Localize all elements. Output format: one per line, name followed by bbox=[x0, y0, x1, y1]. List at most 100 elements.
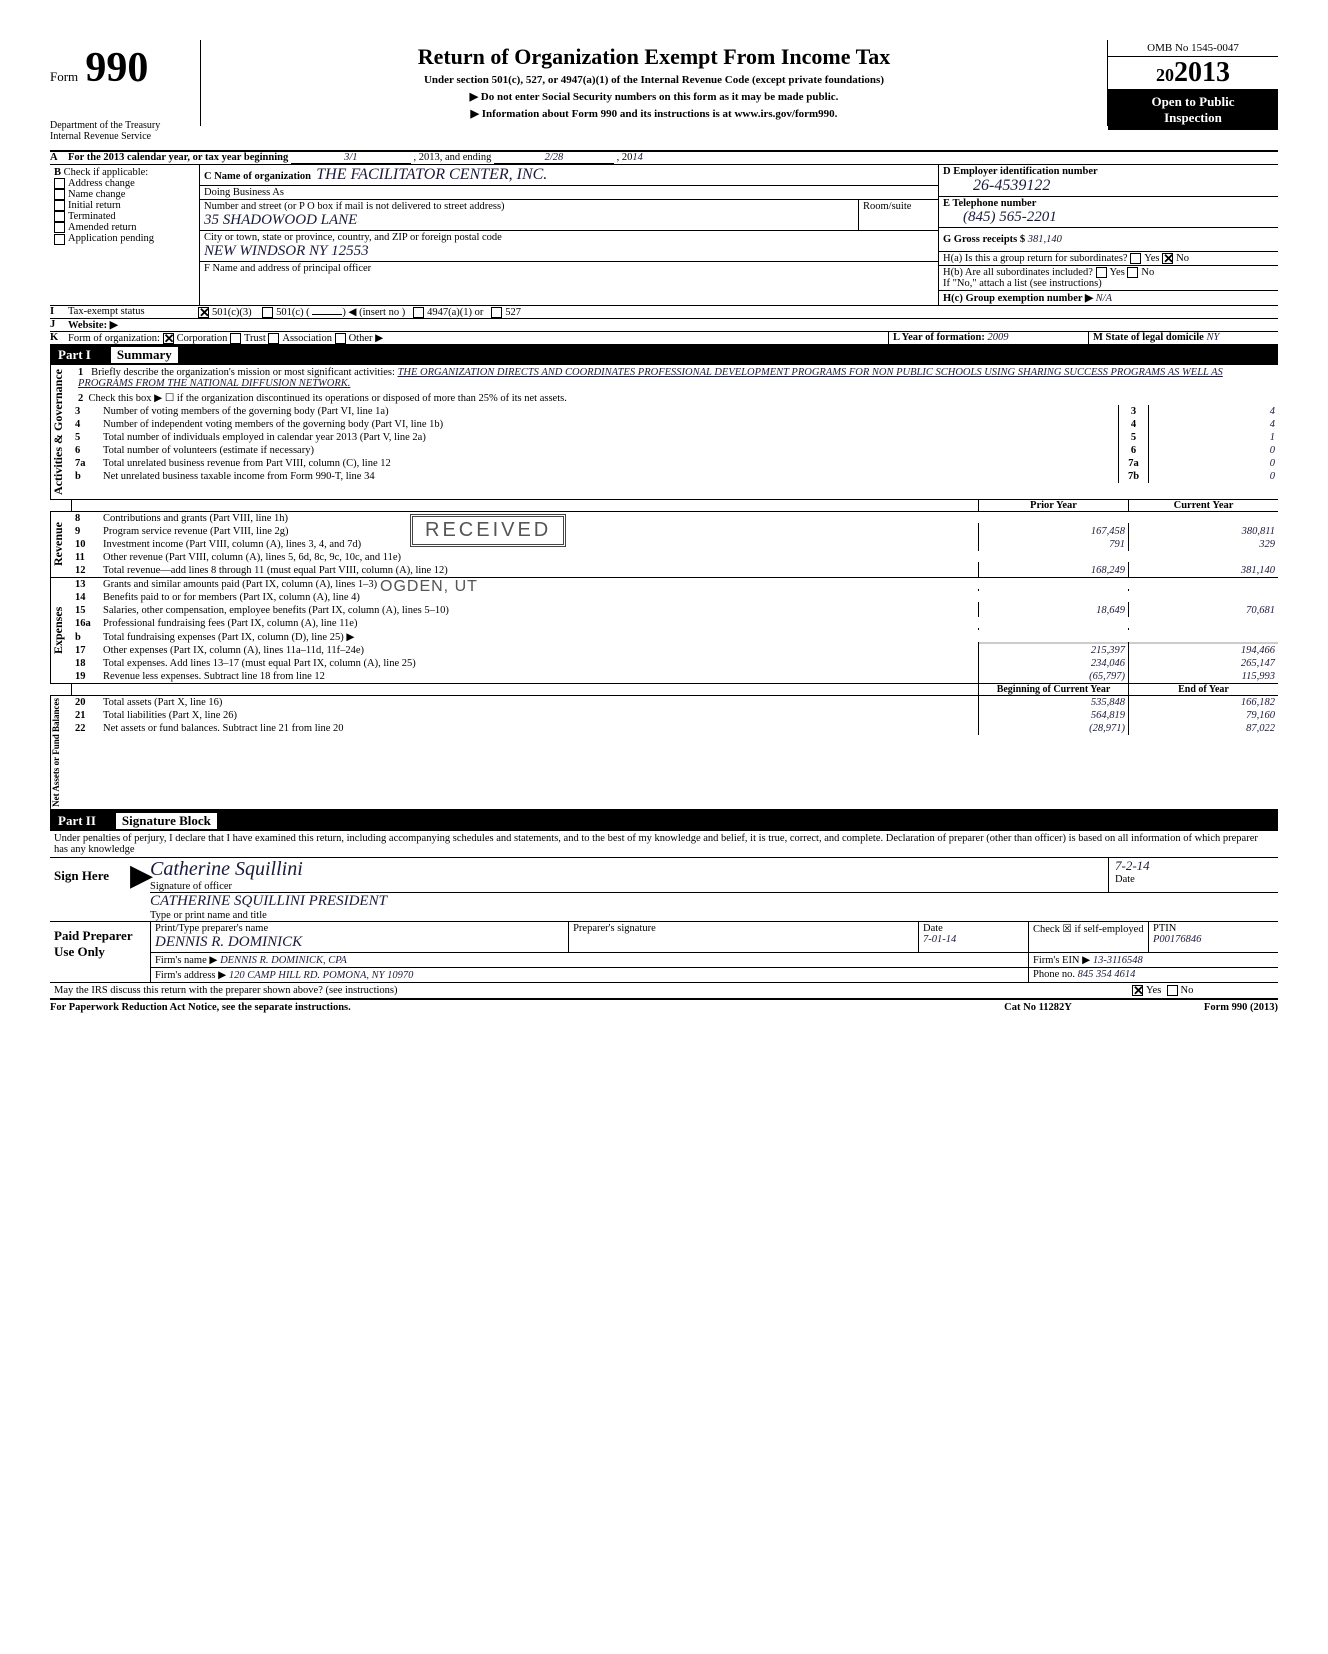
paid-preparer-label: Paid Preparer Use Only bbox=[50, 922, 150, 982]
row-i: I Tax-exempt status 501(c)(3) 501(c) ( )… bbox=[50, 306, 1278, 319]
d-label: D Employer identification number bbox=[943, 166, 1098, 177]
street-label: Number and street (or P O box if mail is… bbox=[204, 201, 854, 212]
527-label: 527 bbox=[505, 307, 521, 318]
l12: Total revenue—add lines 8 through 11 (mu… bbox=[100, 564, 978, 577]
cb-irs-no[interactable] bbox=[1167, 985, 1178, 996]
p22: (28,971) bbox=[978, 722, 1128, 735]
boy-eoy-header: Beginning of Current Year End of Year bbox=[50, 684, 1278, 696]
c17: 194,466 bbox=[1128, 644, 1278, 657]
may-irs-row: May the IRS discuss this return with the… bbox=[50, 983, 1278, 1000]
cb-amended[interactable] bbox=[54, 222, 65, 233]
l4: Number of independent voting members of … bbox=[100, 418, 1118, 431]
hb-yes: Yes bbox=[1110, 267, 1125, 278]
revenue-block: Revenue 8Contributions and grants (Part … bbox=[50, 512, 1278, 578]
cb-ha-yes[interactable] bbox=[1130, 253, 1141, 264]
officer-signature: Catherine Squillini bbox=[150, 858, 1108, 881]
street-val: 35 SHADOWOOD LANE bbox=[204, 212, 854, 229]
open-line1: Open to Public bbox=[1110, 94, 1276, 110]
subtitle-3: ▶ Information about Form 990 and its ins… bbox=[211, 107, 1097, 120]
open-line2: Inspection bbox=[1110, 110, 1276, 126]
l17: Other expenses (Part IX, column (A), lin… bbox=[100, 644, 978, 657]
l7b: Net unrelated business taxable income fr… bbox=[100, 470, 1118, 483]
year-formation: 2009 bbox=[988, 332, 1009, 343]
subtitle-1: Under section 501(c), 527, or 4947(a)(1)… bbox=[211, 74, 1097, 86]
l13: Grants and similar amounts paid (Part IX… bbox=[100, 578, 978, 591]
cb-hb-no[interactable] bbox=[1127, 267, 1138, 278]
lines-3-7: 3Number of voting members of the governi… bbox=[72, 405, 1278, 483]
officer-name-title: CATHERINE SQUILLINI PRESIDENT bbox=[150, 893, 1278, 910]
side-revenue: Revenue bbox=[50, 512, 72, 577]
block-b-through-h: B Check if applicable: Address change Na… bbox=[50, 165, 1278, 306]
row-j: J Website: ▶ bbox=[50, 319, 1278, 332]
l6: Total number of volunteers (estimate if … bbox=[100, 444, 1118, 457]
footer-mid: Cat No 11282Y bbox=[958, 1002, 1118, 1013]
cb-501c3[interactable] bbox=[198, 307, 209, 318]
gross-receipts: 381,140 bbox=[1028, 234, 1062, 245]
l1-label: Briefly describe the organization's miss… bbox=[91, 367, 395, 378]
form-header: Form 990 Department of the Treasury Inte… bbox=[50, 40, 1278, 152]
sign-here-block: Sign Here ▶ Catherine Squillini Signatur… bbox=[50, 858, 1278, 922]
dept-irs: Internal Revenue Service bbox=[50, 131, 200, 142]
cb-other[interactable] bbox=[335, 333, 346, 344]
year-value: 2013 bbox=[1174, 57, 1230, 88]
c21: 79,160 bbox=[1128, 709, 1278, 722]
form-word: Form bbox=[50, 69, 78, 84]
right-box: OMB No 1545-0047 202013 Open to Public I… bbox=[1108, 40, 1278, 130]
cb-501c[interactable] bbox=[262, 307, 273, 318]
cb-527[interactable] bbox=[491, 307, 502, 318]
date-label: Date bbox=[1115, 874, 1278, 885]
cb-trust[interactable] bbox=[230, 333, 241, 344]
line-a: A For the 2013 calendar year, or tax yea… bbox=[50, 152, 1278, 165]
l22: Net assets or fund balances. Subtract li… bbox=[100, 722, 978, 735]
line-a-label: For the 2013 calendar year, or tax year … bbox=[68, 152, 288, 163]
l11: Other revenue (Part VIII, column (A), li… bbox=[100, 551, 978, 564]
c22: 87,022 bbox=[1128, 722, 1278, 735]
part1-activities-block: Activities & Governance 1 Briefly descri… bbox=[50, 365, 1278, 500]
firm-addr: 120 CAMP HILL RD. POMONA, NY 10970 bbox=[229, 970, 414, 981]
open-inspection: Open to Public Inspection bbox=[1108, 90, 1278, 130]
c19: 115,993 bbox=[1128, 670, 1278, 683]
l18: Total expenses. Add lines 13–17 (must eq… bbox=[100, 657, 978, 670]
cb-app-pending[interactable] bbox=[54, 234, 65, 245]
firm-addr-label: Firm's address ▶ bbox=[155, 970, 226, 981]
legal-domicile: NY bbox=[1206, 332, 1219, 343]
label-a: A bbox=[50, 152, 68, 164]
ptin-label: PTIN bbox=[1153, 923, 1176, 934]
cb-assoc[interactable] bbox=[268, 333, 279, 344]
perjury-declaration: Under penalties of perjury, I declare th… bbox=[50, 831, 1278, 858]
cb-terminated[interactable] bbox=[54, 211, 65, 222]
cb-4947[interactable] bbox=[413, 307, 424, 318]
cb-addr-change[interactable] bbox=[54, 178, 65, 189]
v6: 0 bbox=[1148, 444, 1278, 457]
cb-ha-no[interactable] bbox=[1162, 253, 1173, 264]
hdr-eoy: End of Year bbox=[1128, 684, 1278, 695]
l19: Revenue less expenses. Subtract line 18 … bbox=[100, 670, 978, 683]
tax-year-begin: 3/1 bbox=[291, 152, 411, 164]
initial-label: Initial return bbox=[68, 200, 121, 211]
dba-label: Doing Business As bbox=[200, 186, 938, 200]
sig-officer-label: Signature of officer bbox=[150, 881, 1108, 892]
firm-ein: 13-3116548 bbox=[1093, 955, 1143, 966]
f-label: F Name and address of principal officer bbox=[200, 262, 938, 288]
addr-change-label: Address change bbox=[68, 178, 135, 189]
cb-corp[interactable] bbox=[163, 333, 174, 344]
p21: 564,819 bbox=[978, 709, 1128, 722]
p9: 167,458 bbox=[978, 525, 1128, 538]
hb-label: H(b) Are all subordinates included? bbox=[943, 267, 1093, 278]
year-prefix: 20 bbox=[1156, 65, 1174, 85]
cb-hb-yes[interactable] bbox=[1096, 267, 1107, 278]
cb-initial[interactable] bbox=[54, 200, 65, 211]
p10: 791 bbox=[978, 538, 1128, 551]
trust-label: Trust bbox=[244, 333, 266, 344]
prep-name-label: Print/Type preparer's name bbox=[155, 923, 564, 934]
dept-treasury: Department of the Treasury bbox=[50, 120, 200, 131]
cb-irs-yes[interactable] bbox=[1132, 985, 1143, 996]
tax-year: 202013 bbox=[1108, 57, 1278, 90]
c10: 329 bbox=[1128, 538, 1278, 551]
side-netassets: Net Assets or Fund Balances bbox=[50, 696, 72, 809]
c15: 70,681 bbox=[1128, 604, 1278, 617]
p12: 168,249 bbox=[978, 564, 1128, 577]
hdr-prior: Prior Year bbox=[978, 500, 1128, 511]
side-activities: Activities & Governance bbox=[50, 365, 72, 499]
cb-name-change[interactable] bbox=[54, 189, 65, 200]
